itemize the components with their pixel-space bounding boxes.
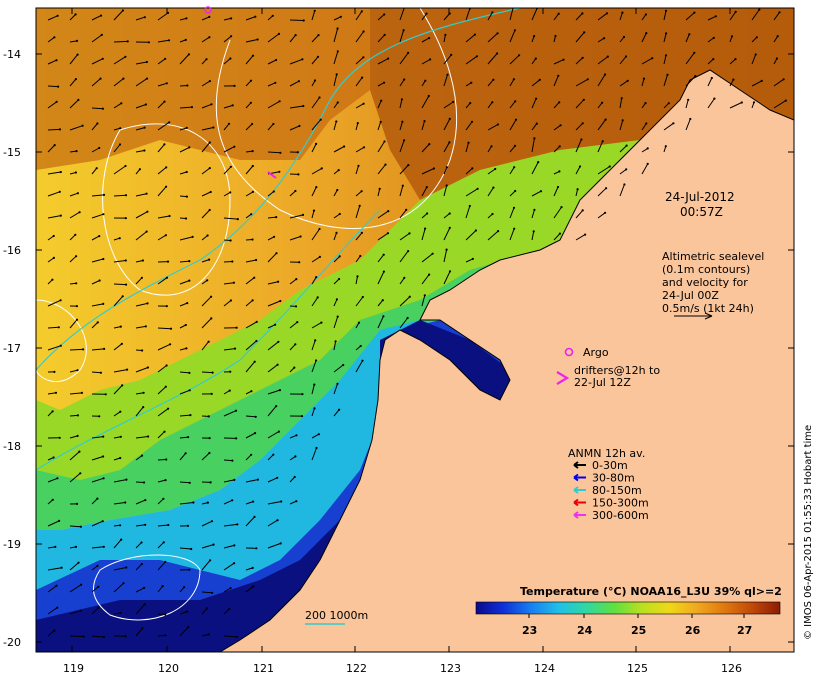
- isobaths: [36, 8, 521, 471]
- colorbar-tick-label: 26: [685, 624, 701, 637]
- lon-tick-label: 122: [346, 662, 367, 675]
- lon-tick-label: 123: [440, 662, 461, 675]
- anmn-title: ANMN 12h av.: [568, 447, 645, 460]
- map-frame: [35, 7, 795, 653]
- drifters-label-2: 22-Jul 12Z: [574, 376, 631, 389]
- anmn-legend: ANMN 12h av. 0-30m30-80m80-150m150-300m3…: [568, 447, 649, 522]
- altimetry-line-2: (0.1m contours): [662, 263, 750, 276]
- velocity-vectors: [47, 8, 787, 639]
- colorbar-ticks: 23 24 25 26 27: [522, 614, 752, 637]
- argo-label: Argo: [583, 346, 609, 359]
- colorbar-tick-label: 25: [631, 624, 646, 637]
- isobath-label: 200 1000m: [305, 609, 368, 622]
- anmn-item-label: 80-150m: [592, 484, 642, 497]
- drifters-label-1: drifters@12h to: [574, 364, 660, 377]
- lon-tick-label: 121: [253, 662, 274, 675]
- colorbar-tick-label: 23: [522, 624, 537, 637]
- lat-tick-label: -18: [3, 440, 21, 453]
- argo-map-marker-icon: [204, 6, 212, 14]
- anmn-item-label: 300-600m: [592, 509, 649, 522]
- colorbar-tick-label: 27: [737, 624, 752, 637]
- lat-tick-label: -14: [3, 48, 21, 61]
- credit-text: © IMOS 06-Apr-2015 01:55:33 Hobart time: [803, 425, 814, 640]
- lat-tick-label: -16: [3, 244, 21, 257]
- anmn-item-label: 30-80m: [592, 472, 635, 485]
- altimetry-line-1: Altimetric sealevel: [662, 250, 764, 263]
- colorbar-tick-label: 24: [577, 624, 593, 637]
- lon-tick-label: 126: [721, 662, 742, 675]
- anmn-item-label: 0-30m: [592, 459, 628, 472]
- drifter-track-icon: [267, 171, 277, 179]
- lon-axis: 119 120 121 122 123 124 125 126: [63, 8, 742, 675]
- altimetry-legend: Altimetric sealevel (0.1m contours) and …: [662, 250, 764, 320]
- image-date: 24-Jul-2012: [665, 190, 735, 204]
- lat-tick-label: -19: [3, 538, 21, 551]
- drifter-marker-icon: [556, 371, 570, 385]
- land-mass: [219, 69, 794, 652]
- lat-tick-label: -15: [3, 146, 21, 159]
- lon-tick-label: 125: [627, 662, 648, 675]
- altimetry-line-4: 24-Jul 00Z: [662, 289, 719, 302]
- lon-tick-label: 120: [158, 662, 179, 675]
- argo-marker-icon: [564, 347, 574, 357]
- altimetry-line-5: 0.5m/s (1kt 24h): [662, 302, 754, 315]
- lon-tick-label: 119: [63, 662, 84, 675]
- colorbar-bar: [475, 601, 781, 615]
- colorbar: Temperature (°C) NOAA16_L3U 39% ql>=2 23…: [475, 585, 782, 637]
- anmn-item-label: 150-300m: [592, 497, 649, 510]
- altimetry-line-3: and velocity for: [662, 276, 748, 289]
- image-time: 00:57Z: [680, 205, 723, 219]
- lon-tick-label: 124: [534, 662, 555, 675]
- lat-axis: -14 -15 -16 -17 -18 -19 -20: [3, 48, 794, 649]
- sst-hot-band-2: [36, 8, 370, 170]
- colorbar-title: Temperature (°C) NOAA16_L3U 39% ql>=2: [520, 585, 782, 598]
- lat-tick-label: -20: [3, 636, 21, 649]
- sealevel-contours: [36, 8, 458, 621]
- lat-tick-label: -17: [3, 342, 21, 355]
